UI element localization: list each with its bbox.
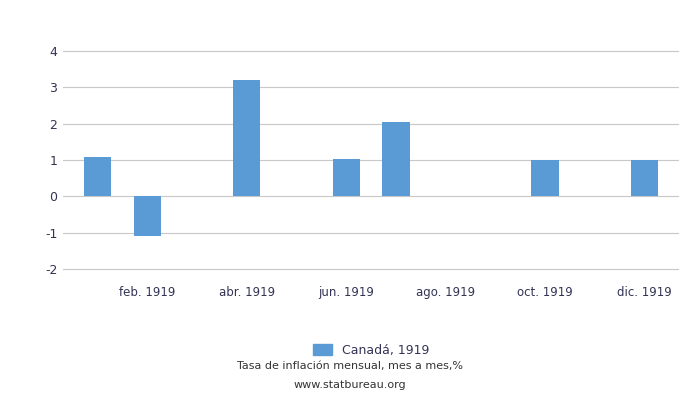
Text: www.statbureau.org: www.statbureau.org bbox=[294, 380, 406, 390]
Text: Tasa de inflación mensual, mes a mes,%: Tasa de inflación mensual, mes a mes,% bbox=[237, 361, 463, 371]
Bar bbox=[382, 122, 410, 196]
Bar bbox=[233, 80, 260, 196]
Bar bbox=[84, 157, 111, 196]
Bar bbox=[631, 160, 658, 196]
Bar bbox=[134, 196, 161, 236]
Bar bbox=[531, 160, 559, 196]
Legend: Canadá, 1919: Canadá, 1919 bbox=[308, 339, 434, 362]
Bar bbox=[332, 158, 360, 196]
